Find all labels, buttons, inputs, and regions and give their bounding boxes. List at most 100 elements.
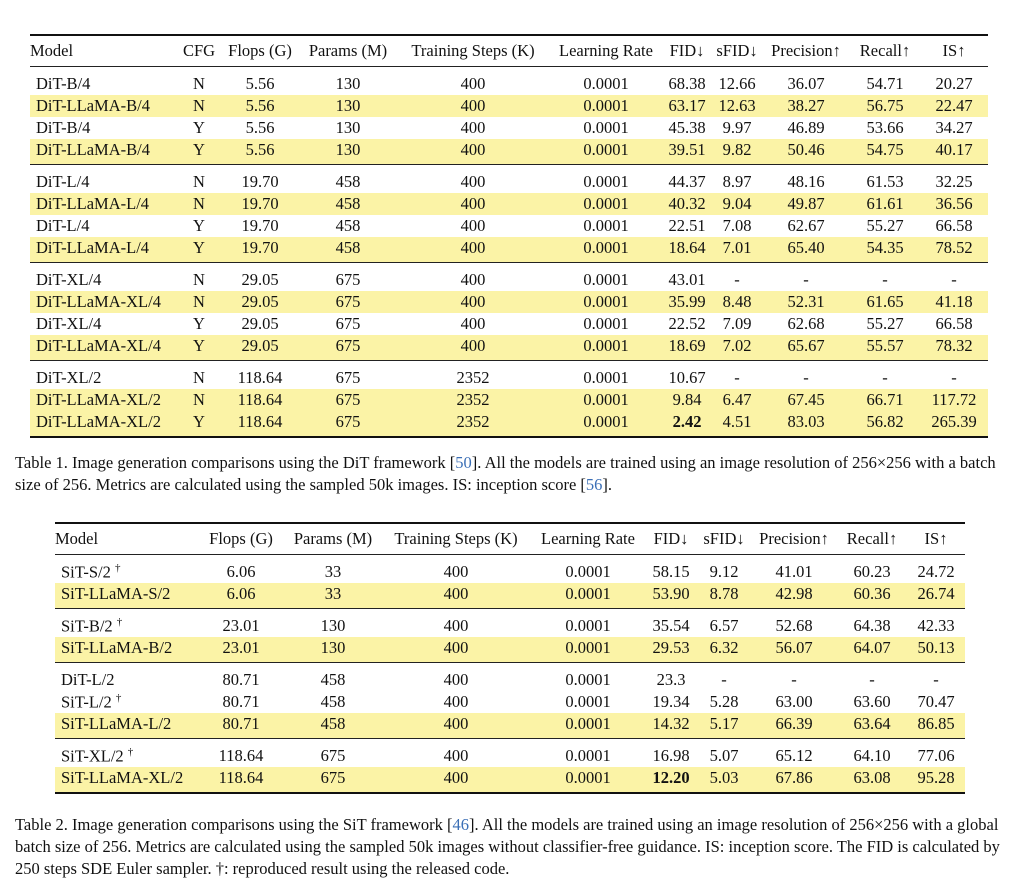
cell-value: DiT-XL/4 bbox=[36, 314, 102, 333]
cell-value: 400 bbox=[443, 746, 469, 765]
table-cell: 80.71 bbox=[197, 691, 285, 713]
cell-value: 400 bbox=[443, 768, 469, 787]
table-cell: 458 bbox=[300, 164, 396, 193]
table-cell: 65.12 bbox=[751, 738, 837, 767]
table-cell: 6.06 bbox=[197, 554, 285, 583]
cell-value: 400 bbox=[443, 714, 469, 733]
caption-text: ]. All the models are trained using an i… bbox=[15, 453, 996, 494]
table-cell: 8.48 bbox=[712, 291, 762, 313]
caption-text: Table 2. Image generation comparisons us… bbox=[15, 815, 453, 834]
table-cell: 61.61 bbox=[850, 193, 920, 215]
table-cell: 19.70 bbox=[220, 215, 300, 237]
cell-value: 58.15 bbox=[652, 562, 690, 581]
table-cell: Y bbox=[178, 139, 220, 165]
table-row: DiT-L/4 N 19.70 458 400 0.0001 44.37 8.97 48.16 6… bbox=[30, 164, 988, 193]
cell-value: 0.0001 bbox=[565, 616, 611, 635]
column-header: sFID↓ bbox=[697, 522, 751, 555]
table-cell: 60.23 bbox=[837, 554, 907, 583]
cell-value: 0.0001 bbox=[583, 314, 629, 333]
cell-value: 29.05 bbox=[241, 314, 279, 333]
table-cell: 35.54 bbox=[645, 608, 697, 637]
table-cell: 0.0001 bbox=[531, 608, 645, 637]
cell-value: 55.27 bbox=[866, 216, 904, 235]
citation-link[interactable]: 46 bbox=[452, 815, 470, 834]
cell-value: 0.0001 bbox=[583, 194, 629, 213]
cell-value: 53.66 bbox=[866, 118, 904, 137]
cell-value: 400 bbox=[460, 96, 486, 115]
table-cell: 675 bbox=[285, 767, 381, 794]
column-header: IS↑ bbox=[920, 34, 988, 67]
cell-value: 6.06 bbox=[226, 584, 256, 603]
cell-value: 675 bbox=[335, 314, 361, 333]
table-cell: 400 bbox=[381, 583, 531, 609]
cell-value: 95.28 bbox=[917, 768, 955, 787]
cell-value: 5.03 bbox=[709, 768, 739, 787]
table-cell: 5.56 bbox=[220, 117, 300, 139]
cell-value: 5.56 bbox=[245, 118, 275, 137]
cell-value: - bbox=[721, 670, 727, 689]
table-cell: 29.05 bbox=[220, 335, 300, 361]
cell-value: 400 bbox=[443, 584, 469, 603]
caption-text: ]. bbox=[602, 475, 613, 494]
cell-value: 2.42 bbox=[672, 412, 702, 431]
table-cell: 0.0001 bbox=[550, 117, 662, 139]
cell-value: 0.0001 bbox=[583, 390, 629, 409]
cell-value: 80.71 bbox=[222, 714, 260, 733]
table-cell: 58.15 bbox=[645, 554, 697, 583]
table-cell: 0.0001 bbox=[550, 262, 662, 291]
cell-value: 118.64 bbox=[237, 412, 283, 431]
cell-value: 5.56 bbox=[245, 96, 275, 115]
table-cell: - bbox=[850, 262, 920, 291]
cell-value: 10.67 bbox=[668, 368, 706, 387]
cell-value: Y bbox=[193, 216, 205, 235]
citation-link[interactable]: 56 bbox=[585, 475, 603, 494]
cell-value: 7.02 bbox=[722, 336, 752, 355]
column-header: Training Steps (K) bbox=[396, 34, 550, 67]
citation-link[interactable]: 50 bbox=[455, 453, 472, 472]
table-cell: 0.0001 bbox=[531, 691, 645, 713]
table-cell: 0.0001 bbox=[550, 335, 662, 361]
cell-value: 400 bbox=[460, 238, 486, 257]
model-name-cell: SiT-LLaMA-S/2 bbox=[55, 583, 197, 609]
cell-value: 458 bbox=[335, 194, 361, 213]
table-cell: 130 bbox=[300, 95, 396, 117]
table-row: DiT-LLaMA-XL/4 Y 29.05 675 400 0.0001 18.69 7.0… bbox=[30, 335, 988, 361]
table-cell: 118.64 bbox=[220, 360, 300, 389]
table-cell: 0.0001 bbox=[550, 95, 662, 117]
table-row: SiT-B/2 † 23.01 130 400 0.0001 35.54 6.57 52.68… bbox=[55, 608, 965, 637]
cell-value: DiT-L/4 bbox=[36, 172, 90, 191]
table-cell: 5.56 bbox=[220, 139, 300, 165]
cell-value: 49.87 bbox=[787, 194, 825, 213]
cell-value: 118.64 bbox=[237, 368, 283, 387]
cell-value: N bbox=[193, 96, 205, 115]
cell-value: 118.64 bbox=[218, 768, 264, 787]
table-2-header-row: Model Flops (G) Params (M) Training Steps (… bbox=[55, 522, 965, 555]
table-cell: 2352 bbox=[396, 360, 550, 389]
table-cell: 36.07 bbox=[762, 66, 850, 95]
cell-value: 45.38 bbox=[668, 118, 706, 137]
column-header: Recall↑ bbox=[837, 522, 907, 555]
table-cell: 61.65 bbox=[850, 291, 920, 313]
cell-value: 0.0001 bbox=[565, 768, 611, 787]
table-cell: N bbox=[178, 360, 220, 389]
cell-value: 675 bbox=[320, 768, 346, 787]
model-name-cell: DiT-L/4 bbox=[30, 215, 178, 237]
table-cell: 675 bbox=[300, 360, 396, 389]
cell-value: SiT-LLaMA-L/2 bbox=[61, 714, 172, 733]
cell-value: - bbox=[951, 368, 957, 387]
cell-value: 18.69 bbox=[668, 336, 706, 355]
table-cell: 0.0001 bbox=[531, 662, 645, 691]
cell-value: 458 bbox=[320, 714, 346, 733]
column-header: Flops (G) bbox=[220, 34, 300, 67]
cell-value: 23.3 bbox=[656, 670, 686, 689]
table-cell: 6.57 bbox=[697, 608, 751, 637]
cell-value: 5.56 bbox=[245, 74, 275, 93]
table-cell: 458 bbox=[300, 215, 396, 237]
cell-value: 0.0001 bbox=[583, 172, 629, 191]
table-cell: 46.89 bbox=[762, 117, 850, 139]
table-cell: 23.01 bbox=[197, 637, 285, 663]
cell-value: 70.47 bbox=[917, 692, 955, 711]
cell-value: 130 bbox=[335, 74, 361, 93]
table-cell: 400 bbox=[381, 691, 531, 713]
column-header: Params (M) bbox=[300, 34, 396, 67]
